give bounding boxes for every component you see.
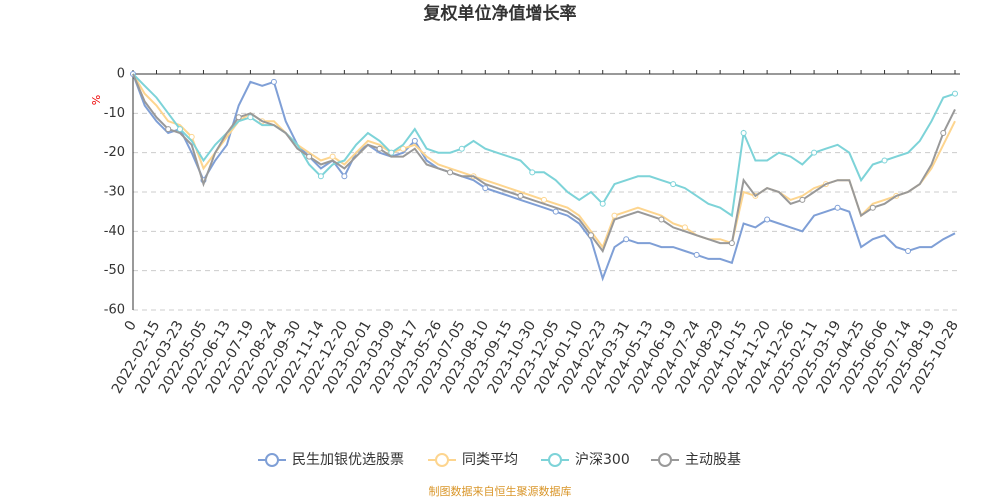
point-marker xyxy=(317,173,324,180)
point-marker xyxy=(376,145,383,152)
point-marker xyxy=(188,133,195,140)
y-tick-label: -40 xyxy=(104,224,125,239)
point-marker xyxy=(681,224,688,231)
series-line xyxy=(132,73,956,282)
point-marker xyxy=(235,114,242,121)
y-axis-label: % xyxy=(90,95,103,105)
point-marker xyxy=(306,153,313,160)
point-marker xyxy=(447,169,454,176)
legend-marker xyxy=(548,453,562,467)
point-marker xyxy=(869,204,876,211)
y-tick-label: -20 xyxy=(104,145,125,160)
point-marker xyxy=(458,145,465,152)
point-marker xyxy=(940,130,947,136)
point-marker xyxy=(599,200,606,207)
series-line xyxy=(132,73,956,218)
point-marker xyxy=(952,90,958,97)
legend-label: 民生加银优选股票 xyxy=(292,452,404,468)
point-marker xyxy=(905,248,912,254)
legend-marker xyxy=(265,453,279,467)
y-tick-label: -30 xyxy=(104,185,125,200)
legend-marker xyxy=(658,453,672,467)
point-marker xyxy=(388,149,395,156)
y-tick-label: -60 xyxy=(104,303,125,318)
point-marker xyxy=(517,192,524,199)
point-marker xyxy=(400,145,407,152)
y-tick-label: 0 xyxy=(117,67,125,82)
point-marker xyxy=(482,185,489,192)
point-marker xyxy=(881,157,888,164)
series-line xyxy=(132,73,956,254)
legend-label: 沪深300 xyxy=(575,452,630,468)
point-marker xyxy=(728,240,735,247)
source-note: 制图数据来自恒生聚源数据库 xyxy=(429,484,572,498)
point-marker xyxy=(764,216,771,223)
legend-label: 同类平均 xyxy=(462,452,518,468)
point-marker xyxy=(611,212,618,219)
point-marker xyxy=(341,173,348,180)
point-marker xyxy=(552,208,559,215)
point-marker xyxy=(623,236,630,243)
point-marker xyxy=(670,181,677,188)
point-marker xyxy=(693,251,700,258)
point-marker xyxy=(541,196,547,203)
point-marker xyxy=(811,149,818,156)
point-marker xyxy=(247,114,254,121)
chart-title: 复权单位净值增长率 xyxy=(423,3,577,24)
point-marker xyxy=(176,126,183,133)
legend-label: 主动股基 xyxy=(685,451,741,468)
y-tick-label: -50 xyxy=(104,263,125,278)
point-marker xyxy=(529,169,536,176)
point-marker xyxy=(270,78,277,85)
point-marker xyxy=(329,153,336,160)
point-marker xyxy=(740,130,747,136)
series-line xyxy=(132,73,956,250)
x-tick-label: 0 xyxy=(122,318,140,334)
legend-marker xyxy=(435,453,449,467)
point-marker xyxy=(799,196,806,203)
y-tick-label: -10 xyxy=(104,106,125,121)
point-marker xyxy=(587,232,594,239)
point-marker xyxy=(411,137,418,144)
point-marker xyxy=(165,126,172,133)
point-marker xyxy=(834,204,841,211)
point-marker xyxy=(658,216,665,223)
